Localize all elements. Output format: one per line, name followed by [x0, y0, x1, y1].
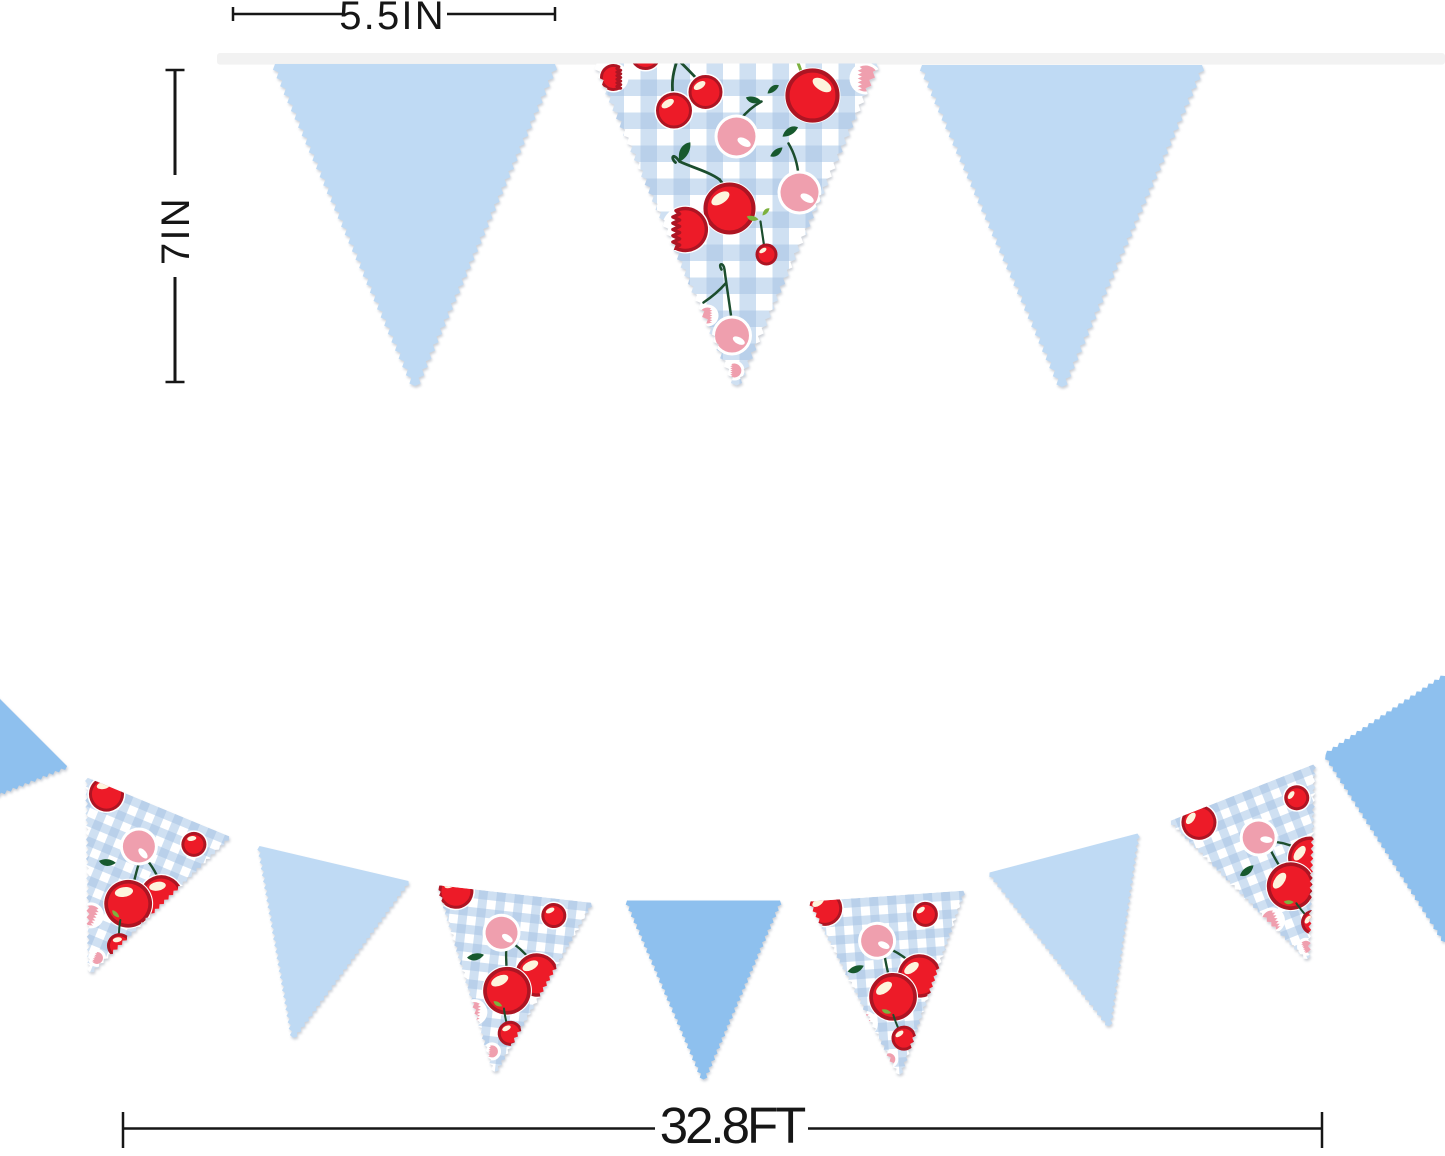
- svg-text:5.5IN: 5.5IN: [339, 0, 446, 38]
- svg-text:7IN: 7IN: [154, 196, 198, 265]
- svg-text:32.8FT: 32.8FT: [660, 1097, 805, 1151]
